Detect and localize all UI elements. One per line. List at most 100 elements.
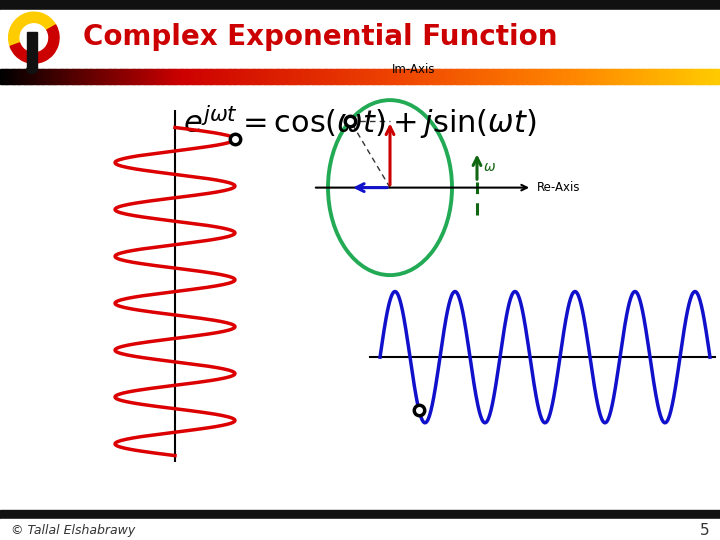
Bar bbox=[300, 69, 303, 84]
Bar bbox=[650, 69, 654, 84]
Bar bbox=[2, 69, 6, 84]
Bar bbox=[454, 69, 456, 84]
Bar bbox=[547, 69, 550, 84]
Bar bbox=[621, 69, 625, 84]
Bar bbox=[209, 69, 212, 84]
Bar bbox=[590, 69, 593, 84]
Bar bbox=[310, 69, 312, 84]
Bar bbox=[610, 69, 613, 84]
Bar bbox=[288, 69, 291, 84]
Bar bbox=[614, 69, 618, 84]
Bar bbox=[142, 69, 145, 84]
Bar bbox=[163, 69, 166, 84]
Bar bbox=[117, 69, 121, 84]
Bar bbox=[74, 69, 78, 84]
Bar bbox=[295, 69, 298, 84]
Text: 5: 5 bbox=[700, 523, 709, 538]
Bar bbox=[631, 69, 634, 84]
Bar bbox=[144, 69, 147, 84]
Bar bbox=[557, 69, 560, 84]
Bar bbox=[36, 69, 39, 84]
Bar bbox=[578, 69, 582, 84]
Bar bbox=[362, 69, 366, 84]
Bar bbox=[559, 69, 562, 84]
Bar bbox=[269, 69, 272, 84]
Bar bbox=[535, 69, 539, 84]
Bar bbox=[389, 69, 392, 84]
Bar bbox=[706, 69, 708, 84]
Bar bbox=[187, 69, 190, 84]
Bar bbox=[679, 69, 683, 84]
Bar bbox=[549, 69, 553, 84]
Bar bbox=[9, 69, 13, 84]
Bar bbox=[197, 69, 200, 84]
Bar bbox=[122, 69, 125, 84]
Bar bbox=[526, 69, 528, 84]
Bar bbox=[382, 69, 384, 84]
Bar bbox=[439, 69, 442, 84]
Bar bbox=[677, 69, 680, 84]
Bar bbox=[495, 69, 498, 84]
Bar bbox=[415, 69, 418, 84]
Bar bbox=[194, 69, 197, 84]
Bar bbox=[531, 69, 534, 84]
Bar bbox=[297, 69, 301, 84]
Bar bbox=[463, 69, 467, 84]
Bar bbox=[228, 69, 231, 84]
Bar bbox=[180, 69, 183, 84]
Bar bbox=[595, 69, 598, 84]
Bar bbox=[711, 69, 714, 84]
Bar bbox=[715, 69, 719, 84]
Bar bbox=[146, 69, 150, 84]
Bar bbox=[259, 69, 262, 84]
Bar bbox=[84, 69, 87, 84]
Bar bbox=[509, 69, 512, 84]
Bar bbox=[0, 0, 720, 10]
Bar bbox=[240, 69, 243, 84]
Bar bbox=[607, 69, 611, 84]
Bar bbox=[250, 69, 253, 84]
Bar bbox=[665, 69, 668, 84]
Bar bbox=[423, 69, 426, 84]
Bar bbox=[19, 69, 22, 84]
Bar bbox=[626, 69, 629, 84]
Bar bbox=[254, 69, 258, 84]
Bar bbox=[315, 69, 318, 84]
Bar bbox=[490, 69, 492, 84]
Bar bbox=[521, 69, 524, 84]
Bar bbox=[343, 69, 346, 84]
Bar bbox=[398, 69, 402, 84]
Text: Complex Exponential Function: Complex Exponential Function bbox=[83, 23, 557, 51]
Bar bbox=[41, 69, 44, 84]
Bar bbox=[94, 69, 96, 84]
Bar bbox=[77, 69, 80, 84]
Bar bbox=[322, 69, 325, 84]
Wedge shape bbox=[10, 25, 59, 63]
Bar bbox=[571, 69, 575, 84]
Bar bbox=[528, 69, 531, 84]
Bar bbox=[492, 69, 495, 84]
Bar bbox=[657, 69, 661, 84]
Bar bbox=[353, 69, 356, 84]
Bar bbox=[238, 69, 240, 84]
Bar bbox=[480, 69, 483, 84]
Bar bbox=[319, 69, 323, 84]
Bar bbox=[698, 69, 701, 84]
Bar bbox=[538, 69, 541, 84]
Bar bbox=[689, 69, 692, 84]
Bar bbox=[211, 69, 215, 84]
Bar bbox=[286, 69, 289, 84]
Bar bbox=[22, 69, 24, 84]
Bar bbox=[693, 69, 697, 84]
Bar bbox=[499, 69, 503, 84]
Bar bbox=[67, 69, 71, 84]
Bar bbox=[317, 69, 320, 84]
Bar bbox=[149, 69, 152, 84]
Bar bbox=[29, 69, 32, 84]
Bar bbox=[369, 69, 373, 84]
Bar bbox=[374, 69, 377, 84]
Bar bbox=[281, 69, 284, 84]
Bar bbox=[27, 32, 37, 70]
Bar bbox=[569, 69, 572, 84]
Bar bbox=[151, 69, 154, 84]
